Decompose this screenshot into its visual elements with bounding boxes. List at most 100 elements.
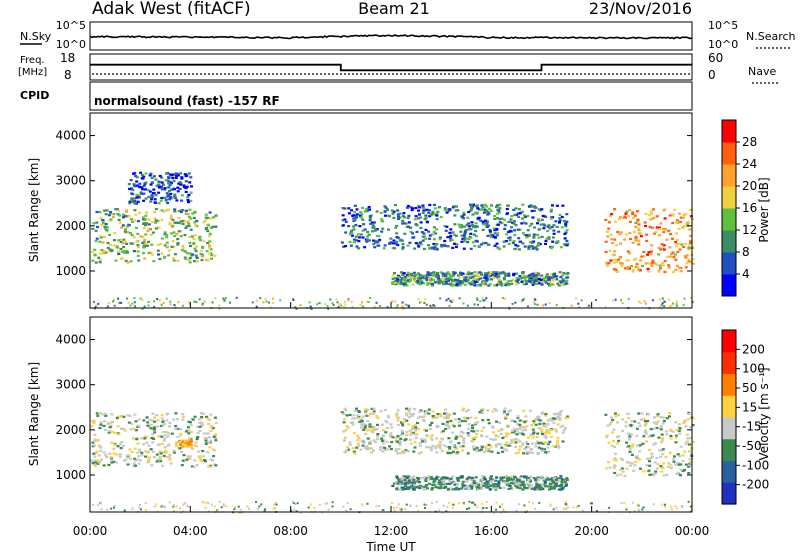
data-cell xyxy=(467,434,471,437)
data-cell xyxy=(677,423,681,426)
data-cell xyxy=(299,304,302,307)
data-cell xyxy=(659,416,663,419)
data-cell xyxy=(508,236,512,239)
data-cell xyxy=(544,485,548,488)
data-cell xyxy=(631,462,635,465)
colorbar-segment xyxy=(722,373,736,396)
data-cell xyxy=(340,411,344,414)
data-cell xyxy=(196,431,200,434)
data-cell xyxy=(499,476,503,479)
data-cell xyxy=(635,220,639,223)
data-cell xyxy=(374,228,378,231)
data-cell xyxy=(472,233,476,236)
data-cell xyxy=(108,233,111,236)
data-cell xyxy=(525,425,529,428)
data-cell xyxy=(473,502,475,505)
data-cell xyxy=(458,284,462,287)
data-cell xyxy=(514,437,518,440)
data-cell xyxy=(607,262,611,265)
data-cell xyxy=(475,450,479,453)
data-cell xyxy=(671,214,675,217)
data-cell xyxy=(156,298,159,300)
data-cell xyxy=(687,243,691,246)
data-cell xyxy=(356,414,360,417)
data-cell xyxy=(325,502,328,505)
data-cell xyxy=(375,505,378,508)
data-cell xyxy=(570,304,573,307)
data-cell xyxy=(420,301,423,304)
data-cell xyxy=(412,478,416,481)
data-cell xyxy=(521,232,525,235)
data-cell xyxy=(558,417,562,420)
data-cell xyxy=(149,233,153,237)
data-cell xyxy=(419,283,422,286)
data-cell xyxy=(151,450,155,453)
data-cell xyxy=(142,222,146,225)
data-cell xyxy=(689,461,693,464)
data-cell xyxy=(391,280,395,284)
data-cell xyxy=(663,229,666,232)
data-cell xyxy=(142,443,146,446)
data-cell xyxy=(492,438,496,441)
data-cell xyxy=(436,425,440,428)
data-cell xyxy=(383,448,387,451)
data-cell xyxy=(461,449,464,452)
data-cell xyxy=(138,182,142,185)
data-cell xyxy=(136,250,140,253)
colorbar-tick-label: -200 xyxy=(742,478,769,492)
data-cell xyxy=(94,229,98,232)
data-cell xyxy=(353,417,357,420)
data-cell xyxy=(181,413,185,416)
data-cell xyxy=(546,442,550,446)
data-cell xyxy=(554,220,558,223)
data-cell xyxy=(550,435,554,439)
data-cell xyxy=(646,262,650,265)
data-cell xyxy=(169,214,173,217)
data-cell xyxy=(566,242,570,245)
data-cell xyxy=(524,441,528,444)
data-cell xyxy=(650,262,654,265)
data-cell xyxy=(500,446,504,449)
data-cell xyxy=(167,249,171,252)
data-cell xyxy=(637,243,641,246)
data-cell xyxy=(545,431,549,434)
data-cell xyxy=(684,242,688,245)
data-cell xyxy=(496,246,500,249)
data-cell xyxy=(481,297,484,299)
y-tick-label: 3000 xyxy=(55,174,86,188)
data-cell xyxy=(450,275,454,278)
data-cell xyxy=(623,502,626,505)
data-cell xyxy=(449,487,453,490)
data-cell xyxy=(202,240,206,243)
data-cell xyxy=(439,215,443,219)
data-cell xyxy=(615,474,619,477)
data-cell xyxy=(372,226,376,229)
data-cell xyxy=(683,255,687,258)
data-cell xyxy=(613,452,617,455)
data-cell xyxy=(443,244,447,247)
data-cell xyxy=(536,272,540,275)
data-cell xyxy=(534,276,538,279)
data-cell xyxy=(432,416,436,419)
data-cell xyxy=(648,457,652,460)
data-cell xyxy=(462,441,466,444)
data-cell xyxy=(662,462,666,465)
data-cell xyxy=(510,438,514,442)
data-cell xyxy=(153,505,156,508)
data-cell xyxy=(481,475,485,478)
data-cell xyxy=(412,475,416,478)
data-cell xyxy=(521,203,525,206)
data-cell xyxy=(403,475,407,478)
data-cell xyxy=(275,503,278,506)
data-cell xyxy=(606,264,610,267)
data-cell xyxy=(370,221,374,224)
data-cell xyxy=(518,277,522,280)
data-cell xyxy=(514,224,518,227)
data-cell xyxy=(97,256,101,259)
data-cell xyxy=(688,426,692,429)
data-cell xyxy=(99,234,103,238)
data-cell xyxy=(192,241,196,244)
data-cell xyxy=(479,300,482,303)
data-cell xyxy=(549,210,553,213)
data-cell xyxy=(112,213,116,216)
